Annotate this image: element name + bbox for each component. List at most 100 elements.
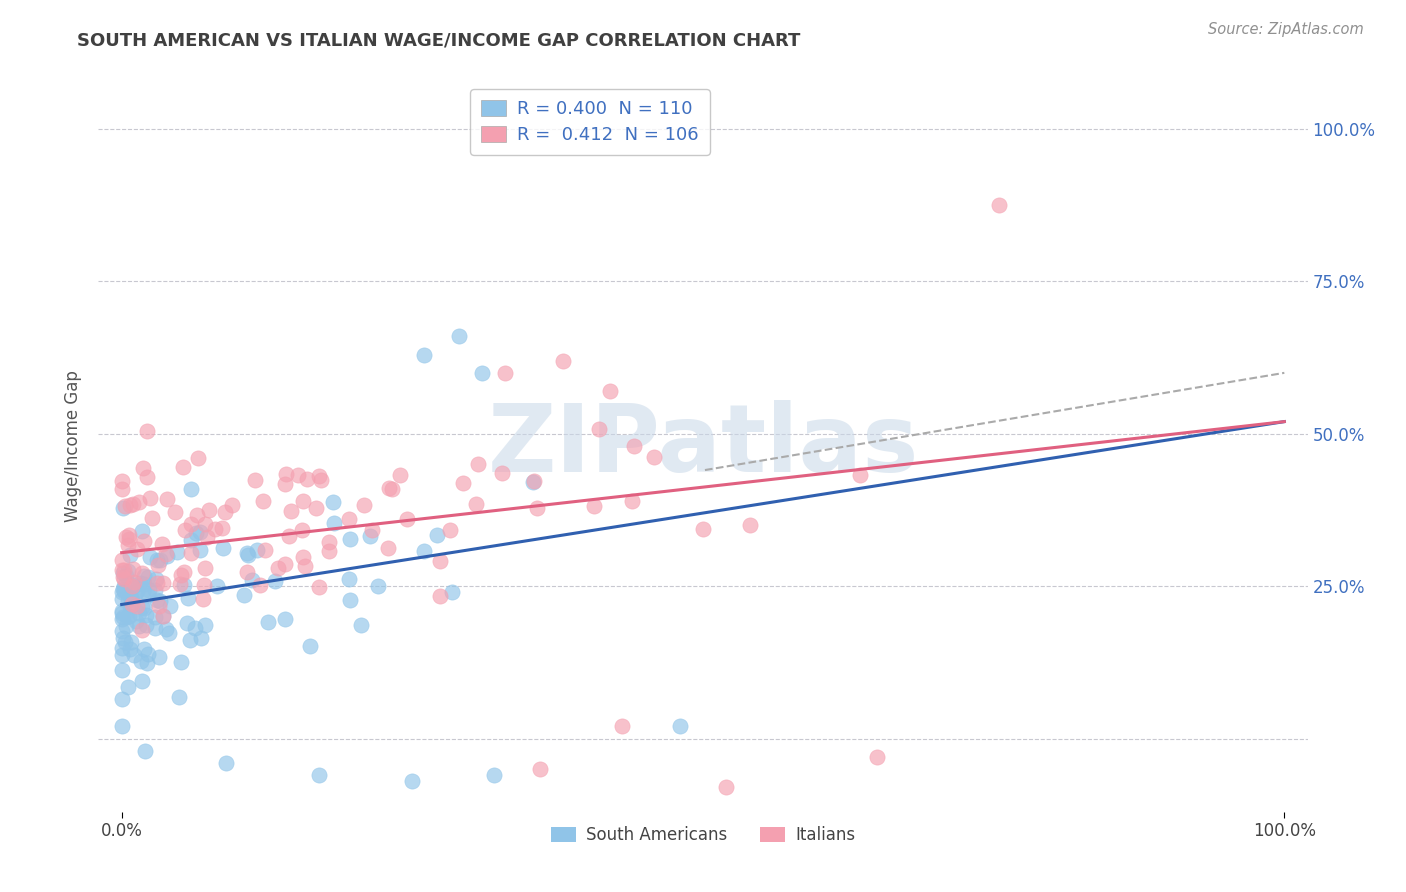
Y-axis label: Wage/Income Gap: Wage/Income Gap	[65, 370, 83, 522]
Point	[205, 579, 228, 593]
Point	[588, 422, 610, 436]
Point	[252, 494, 274, 508]
Point	[172, 459, 194, 474]
Point	[114, 635, 136, 649]
Point	[149, 553, 172, 567]
Point	[467, 457, 489, 471]
Point	[267, 561, 290, 575]
Point	[139, 491, 162, 505]
Point	[121, 597, 143, 611]
Point	[111, 604, 134, 618]
Point	[131, 623, 153, 637]
Point	[866, 749, 889, 764]
Point	[143, 582, 166, 597]
Point	[136, 588, 159, 602]
Point	[169, 576, 191, 591]
Point	[308, 580, 330, 594]
Point	[180, 545, 202, 559]
Point	[193, 578, 215, 592]
Point	[145, 572, 167, 586]
Point	[429, 554, 451, 568]
Point	[298, 639, 321, 653]
Point	[152, 609, 174, 624]
Point	[135, 424, 157, 438]
Text: Source: ZipAtlas.com: Source: ZipAtlas.com	[1208, 22, 1364, 37]
Point	[169, 567, 191, 582]
Point	[129, 575, 152, 590]
Point	[623, 439, 645, 453]
Point	[120, 498, 142, 512]
Point	[453, 475, 475, 490]
Point	[131, 673, 153, 688]
Point	[389, 467, 412, 482]
Point	[292, 550, 315, 565]
Point	[124, 586, 146, 600]
Point	[152, 576, 174, 591]
Legend: South Americans, Italians: South Americans, Italians	[544, 820, 862, 851]
Point	[280, 504, 302, 518]
Point	[447, 329, 470, 343]
Point	[111, 584, 134, 599]
Point	[322, 495, 344, 509]
Point	[291, 523, 314, 537]
Point	[136, 647, 159, 661]
Point	[429, 590, 451, 604]
Point	[145, 575, 167, 590]
Point	[308, 468, 330, 483]
Point	[643, 450, 665, 464]
Point	[145, 621, 167, 635]
Point	[173, 523, 195, 537]
Point	[194, 560, 217, 574]
Point	[186, 508, 208, 522]
Point	[245, 543, 267, 558]
Point	[146, 558, 169, 573]
Point	[111, 563, 134, 577]
Point	[118, 609, 141, 624]
Point	[114, 563, 136, 577]
Point	[114, 499, 136, 513]
Point	[136, 570, 159, 584]
Point	[115, 609, 138, 624]
Point	[249, 578, 271, 592]
Point	[738, 518, 761, 533]
Point	[112, 579, 135, 593]
Point	[114, 530, 136, 544]
Point	[184, 621, 207, 635]
Point	[381, 482, 404, 496]
Point	[367, 579, 389, 593]
Point	[124, 574, 146, 589]
Point	[132, 461, 155, 475]
Point	[180, 482, 202, 496]
Point	[278, 529, 301, 543]
Point	[111, 612, 134, 626]
Point	[163, 505, 186, 519]
Point	[149, 594, 172, 608]
Point	[111, 718, 134, 732]
Point	[111, 607, 134, 621]
Point	[128, 495, 150, 509]
Point	[173, 566, 195, 580]
Point	[238, 548, 260, 562]
Point	[122, 562, 145, 576]
Point	[124, 614, 146, 628]
Point	[377, 541, 399, 556]
Point	[190, 525, 212, 540]
Text: SOUTH AMERICAN VS ITALIAN WAGE/INCOME GAP CORRELATION CHART: SOUTH AMERICAN VS ITALIAN WAGE/INCOME GA…	[77, 31, 800, 49]
Point	[125, 584, 148, 599]
Point	[413, 544, 436, 558]
Point	[526, 501, 548, 516]
Point	[111, 663, 134, 677]
Point	[156, 491, 179, 506]
Point	[120, 592, 142, 607]
Point	[440, 585, 463, 599]
Point	[135, 656, 157, 670]
Point	[583, 499, 606, 513]
Point	[439, 523, 461, 537]
Point	[111, 624, 134, 639]
Point	[194, 618, 217, 632]
Point	[337, 573, 360, 587]
Point	[471, 366, 494, 380]
Point	[359, 529, 381, 543]
Point	[117, 527, 139, 541]
Point	[214, 506, 236, 520]
